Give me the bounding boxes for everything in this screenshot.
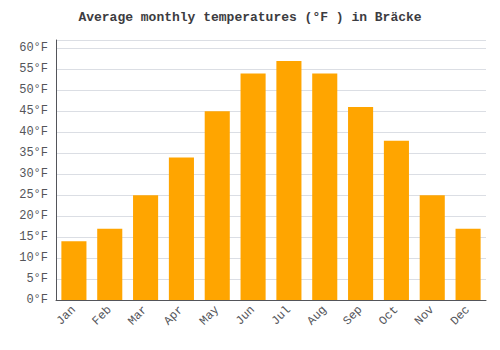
svg-text:Nov: Nov bbox=[412, 303, 437, 328]
svg-text:60°F: 60°F bbox=[19, 41, 48, 55]
svg-text:Average monthly temperatures (: Average monthly temperatures (°F ) in Br… bbox=[78, 10, 421, 25]
svg-text:Feb: Feb bbox=[90, 303, 115, 328]
svg-text:0°F: 0°F bbox=[26, 293, 48, 307]
svg-text:55°F: 55°F bbox=[19, 62, 48, 76]
svg-text:Jun: Jun bbox=[233, 303, 258, 328]
svg-text:Jul: Jul bbox=[269, 303, 294, 328]
svg-text:Oct: Oct bbox=[376, 303, 401, 328]
svg-text:50°F: 50°F bbox=[19, 83, 48, 97]
svg-text:45°F: 45°F bbox=[19, 104, 48, 118]
svg-text:25°F: 25°F bbox=[19, 188, 48, 202]
svg-text:30°F: 30°F bbox=[19, 167, 48, 181]
svg-text:10°F: 10°F bbox=[19, 251, 48, 265]
svg-text:20°F: 20°F bbox=[19, 209, 48, 223]
svg-text:35°F: 35°F bbox=[19, 146, 48, 160]
svg-text:Jan: Jan bbox=[54, 303, 79, 328]
svg-text:Aug: Aug bbox=[305, 303, 330, 328]
svg-text:15°F: 15°F bbox=[19, 230, 48, 244]
svg-text:Dec: Dec bbox=[448, 303, 473, 328]
svg-text:Mar: Mar bbox=[125, 303, 150, 328]
svg-text:40°F: 40°F bbox=[19, 125, 48, 139]
svg-text:Apr: Apr bbox=[161, 303, 186, 328]
svg-text:Sep: Sep bbox=[340, 303, 365, 328]
svg-text:5°F: 5°F bbox=[26, 272, 48, 286]
svg-text:May: May bbox=[197, 303, 222, 328]
